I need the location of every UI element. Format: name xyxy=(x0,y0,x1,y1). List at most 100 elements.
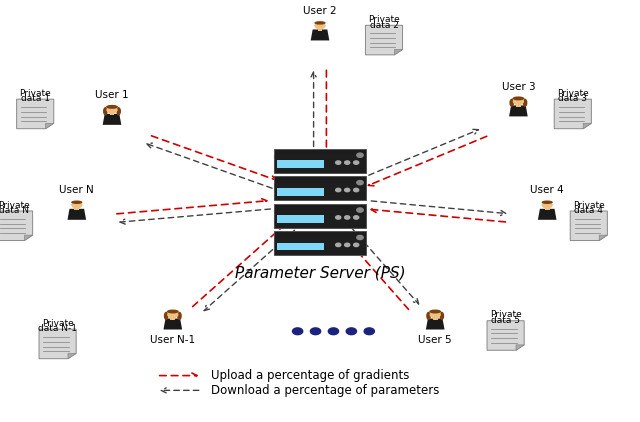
Text: Private: Private xyxy=(42,319,74,328)
Text: Private: Private xyxy=(557,89,589,98)
Polygon shape xyxy=(163,319,182,330)
Circle shape xyxy=(344,188,349,192)
Polygon shape xyxy=(554,99,591,129)
Ellipse shape xyxy=(71,200,83,204)
Ellipse shape xyxy=(167,311,179,318)
Text: data 2: data 2 xyxy=(369,21,399,30)
Circle shape xyxy=(336,188,341,192)
Circle shape xyxy=(357,235,364,240)
Bar xyxy=(433,317,438,320)
Bar xyxy=(274,204,367,228)
Text: data 5: data 5 xyxy=(491,316,520,325)
Bar xyxy=(545,208,550,210)
Ellipse shape xyxy=(426,312,431,320)
Circle shape xyxy=(292,328,303,335)
Ellipse shape xyxy=(509,99,514,107)
Bar xyxy=(278,243,324,250)
Bar xyxy=(74,208,79,210)
Polygon shape xyxy=(102,114,122,125)
Ellipse shape xyxy=(541,200,553,204)
Polygon shape xyxy=(17,99,54,129)
Ellipse shape xyxy=(541,201,553,208)
Text: data N-1: data N-1 xyxy=(38,325,77,333)
Bar xyxy=(274,231,367,255)
Polygon shape xyxy=(583,123,591,129)
Ellipse shape xyxy=(116,107,121,115)
Text: Download a percentage of parameters: Download a percentage of parameters xyxy=(211,384,440,397)
Ellipse shape xyxy=(314,22,326,29)
Bar xyxy=(317,28,323,31)
Polygon shape xyxy=(24,235,33,241)
Bar xyxy=(274,149,367,173)
Ellipse shape xyxy=(167,310,179,314)
Text: User 5: User 5 xyxy=(419,335,452,346)
Circle shape xyxy=(344,216,349,219)
Text: Private: Private xyxy=(0,201,30,210)
Polygon shape xyxy=(599,235,607,241)
Circle shape xyxy=(353,243,359,246)
Text: User 2: User 2 xyxy=(303,6,337,16)
Circle shape xyxy=(353,216,359,219)
Circle shape xyxy=(353,161,359,164)
Ellipse shape xyxy=(314,21,326,24)
Text: Private: Private xyxy=(368,15,400,24)
Text: Private: Private xyxy=(19,89,51,98)
Text: Parameter Server (PS): Parameter Server (PS) xyxy=(235,266,405,281)
Polygon shape xyxy=(426,319,445,330)
Text: data 4: data 4 xyxy=(574,206,604,215)
Ellipse shape xyxy=(71,201,83,208)
Text: data N: data N xyxy=(0,206,29,215)
Polygon shape xyxy=(365,25,403,55)
Polygon shape xyxy=(310,30,330,41)
Polygon shape xyxy=(538,209,557,220)
Circle shape xyxy=(344,161,349,164)
Text: Private: Private xyxy=(573,201,605,210)
Circle shape xyxy=(310,328,321,335)
Circle shape xyxy=(357,181,364,185)
Circle shape xyxy=(346,328,356,335)
Text: User N-1: User N-1 xyxy=(150,335,195,346)
Ellipse shape xyxy=(164,312,168,320)
Circle shape xyxy=(336,243,341,246)
Ellipse shape xyxy=(106,106,118,114)
Bar xyxy=(278,188,324,195)
Circle shape xyxy=(336,216,341,219)
Polygon shape xyxy=(0,211,33,241)
Text: User N: User N xyxy=(60,185,94,195)
Circle shape xyxy=(357,153,364,157)
Polygon shape xyxy=(67,209,86,220)
Polygon shape xyxy=(394,49,403,55)
Ellipse shape xyxy=(513,97,524,100)
Text: data 1: data 1 xyxy=(20,95,50,103)
Ellipse shape xyxy=(523,99,527,107)
Bar xyxy=(109,113,115,115)
Bar xyxy=(170,317,175,320)
Ellipse shape xyxy=(429,311,441,318)
Circle shape xyxy=(336,161,341,164)
Polygon shape xyxy=(68,353,76,359)
Circle shape xyxy=(353,188,359,192)
Polygon shape xyxy=(516,345,524,350)
Text: User 4: User 4 xyxy=(531,185,564,195)
Text: User 1: User 1 xyxy=(95,90,129,100)
Text: data 3: data 3 xyxy=(558,95,588,103)
Circle shape xyxy=(364,328,374,335)
Bar xyxy=(516,104,521,107)
Circle shape xyxy=(344,243,349,246)
Circle shape xyxy=(357,208,364,212)
Text: Private: Private xyxy=(490,311,522,319)
Ellipse shape xyxy=(103,107,108,115)
Polygon shape xyxy=(509,106,528,116)
Ellipse shape xyxy=(440,312,444,320)
Bar xyxy=(278,160,324,168)
Ellipse shape xyxy=(177,312,182,320)
Polygon shape xyxy=(45,123,54,129)
Ellipse shape xyxy=(513,98,524,105)
Circle shape xyxy=(328,328,339,335)
Polygon shape xyxy=(487,321,524,350)
Text: Upload a percentage of gradients: Upload a percentage of gradients xyxy=(211,369,410,382)
Text: User 3: User 3 xyxy=(502,82,535,92)
Polygon shape xyxy=(39,329,76,359)
Bar xyxy=(278,215,324,223)
Polygon shape xyxy=(570,211,607,241)
